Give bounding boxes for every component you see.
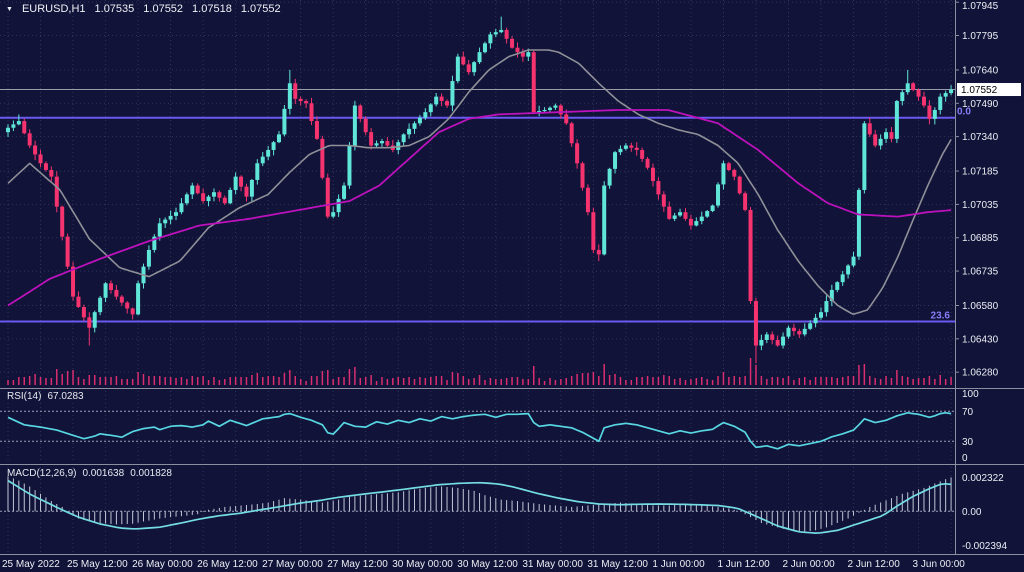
volume-layer xyxy=(7,358,952,385)
svg-text:1.07340: 1.07340 xyxy=(962,132,999,143)
svg-text:1.07945: 1.07945 xyxy=(962,1,999,12)
svg-text:27 May 00:00: 27 May 00:00 xyxy=(262,559,323,570)
svg-text:1.07795: 1.07795 xyxy=(962,31,999,42)
svg-text:-0.002394: -0.002394 xyxy=(962,541,1007,552)
svg-text:0: 0 xyxy=(962,453,968,464)
ma-magenta-line xyxy=(7,109,952,307)
time-axis[interactable]: 25 May 2022 25 May 12:00 26 May 00:00 26 Ma… xyxy=(2,559,965,570)
svg-text:100: 100 xyxy=(962,389,979,400)
svg-text:70: 70 xyxy=(962,407,974,418)
svg-text:1 Jun 00:00: 1 Jun 00:00 xyxy=(652,559,705,570)
rsi-panel[interactable] xyxy=(0,410,955,450)
svg-text:26 May 00:00: 26 May 00:00 xyxy=(132,559,193,570)
svg-text:1.06430: 1.06430 xyxy=(962,334,999,345)
svg-text:30: 30 xyxy=(962,437,974,448)
svg-text:1.06280: 1.06280 xyxy=(962,368,999,379)
svg-text:30 May 12:00: 30 May 12:00 xyxy=(457,559,518,570)
svg-text:27 May 12:00: 27 May 12:00 xyxy=(327,559,388,570)
svg-text:1.06735: 1.06735 xyxy=(962,267,999,278)
svg-text:1 Jun 12:00: 1 Jun 12:00 xyxy=(717,559,770,570)
candles-layer xyxy=(6,16,954,364)
svg-text:0.002322: 0.002322 xyxy=(962,473,1004,484)
svg-text:30 May 00:00: 30 May 00:00 xyxy=(392,559,453,570)
svg-text:23.6: 23.6 xyxy=(931,311,951,322)
svg-text:0.00: 0.00 xyxy=(962,507,982,518)
svg-text:1.06580: 1.06580 xyxy=(962,301,999,312)
svg-text:1.07490: 1.07490 xyxy=(962,99,999,110)
svg-text:0.0: 0.0 xyxy=(957,107,971,118)
price-axis[interactable]: 1.07945 1.07795 1.07640 1.07490 1.07340 1.071… xyxy=(931,1,1021,552)
svg-text:26 May 12:00: 26 May 12:00 xyxy=(197,559,258,570)
svg-text:2 Jun 00:00: 2 Jun 00:00 xyxy=(782,559,835,570)
svg-text:2 Jun 12:00: 2 Jun 12:00 xyxy=(848,559,901,570)
svg-text:1.07640: 1.07640 xyxy=(962,65,999,76)
ma-gray-line xyxy=(7,49,952,316)
svg-text:31 May 12:00: 31 May 12:00 xyxy=(587,559,648,570)
svg-text:25 May 12:00: 25 May 12:00 xyxy=(67,559,128,570)
fib-level-lines[interactable] xyxy=(0,116,955,323)
svg-text:1.07185: 1.07185 xyxy=(962,167,999,178)
svg-text:1.06885: 1.06885 xyxy=(962,233,999,244)
svg-text:1.07552: 1.07552 xyxy=(961,85,998,96)
svg-text:25 May 2022: 25 May 2022 xyxy=(2,559,60,570)
macd-panel[interactable] xyxy=(0,476,955,534)
separators xyxy=(0,0,1024,555)
svg-text:3 Jun 00:00: 3 Jun 00:00 xyxy=(913,559,966,570)
svg-text:31 May 00:00: 31 May 00:00 xyxy=(522,559,583,570)
svg-text:1.07035: 1.07035 xyxy=(962,200,999,211)
